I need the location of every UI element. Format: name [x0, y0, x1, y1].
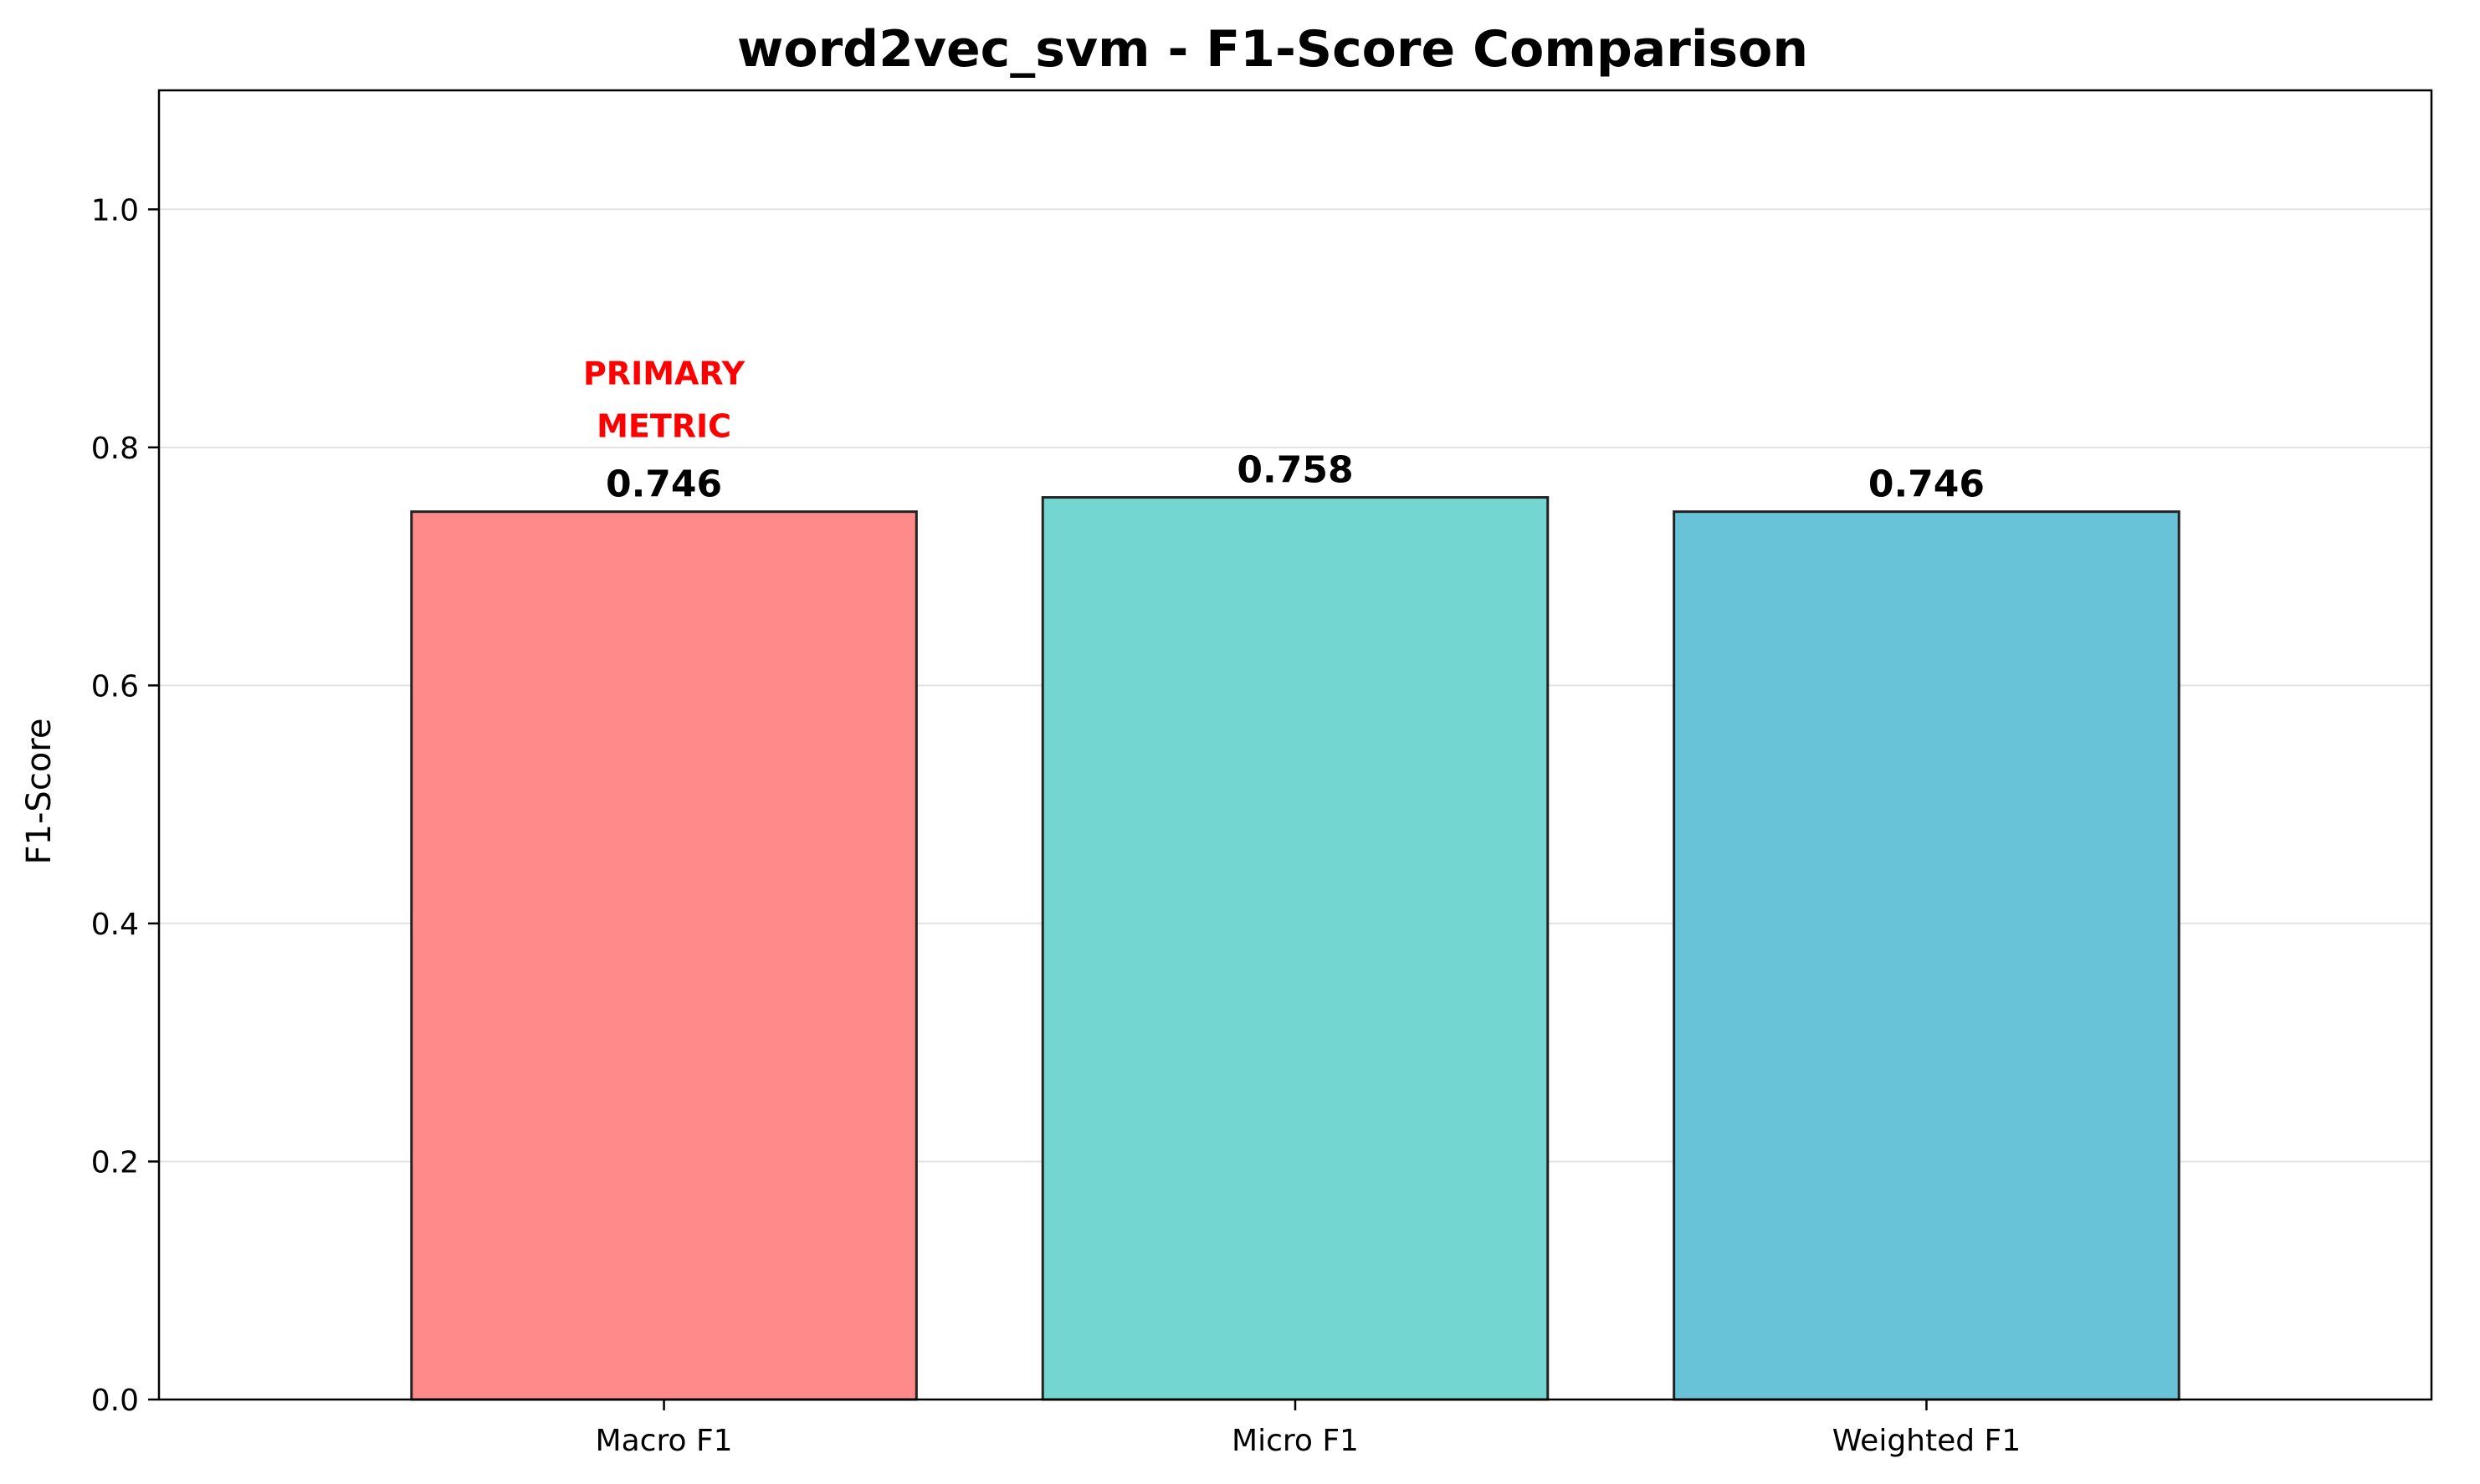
y-tick-label: 0.0	[91, 1384, 139, 1418]
chart-title: word2vec_svm - F1-Score Comparison	[737, 20, 1808, 79]
y-tick-label: 0.4	[91, 908, 139, 942]
y-axis-ticks: 0.0 0.2 0.4 0.6 0.8 1.0	[91, 193, 159, 1418]
y-tick-label: 1.0	[91, 193, 139, 228]
y-tick-label: 0.6	[91, 669, 139, 704]
y-axis-label: F1-Score	[20, 719, 59, 865]
primary-metric-annotation: PRIMARY METRIC	[583, 356, 746, 445]
bar-weighted-f1	[1673, 510, 2180, 1401]
bars	[410, 496, 2180, 1401]
x-axis-ticks: Macro F1 Micro F1 Weighted F1	[596, 1400, 2021, 1458]
x-tick-label: Weighted F1	[1832, 1424, 2021, 1458]
bar-micro-f1	[1041, 496, 1550, 1401]
value-label: 0.746	[606, 463, 722, 506]
value-labels: 0.746 0.758 0.746	[606, 449, 1985, 506]
y-tick-label: 0.8	[91, 432, 139, 466]
x-tick-label: Micro F1	[1232, 1424, 1359, 1458]
bar-macro-f1	[410, 510, 918, 1401]
annotation-line: PRIMARY	[583, 356, 746, 392]
annotation-line: METRIC	[597, 408, 731, 445]
value-label: 0.758	[1237, 449, 1353, 492]
value-label: 0.746	[1868, 463, 1985, 506]
y-tick-label: 0.2	[91, 1145, 139, 1180]
x-tick-label: Macro F1	[596, 1424, 733, 1458]
